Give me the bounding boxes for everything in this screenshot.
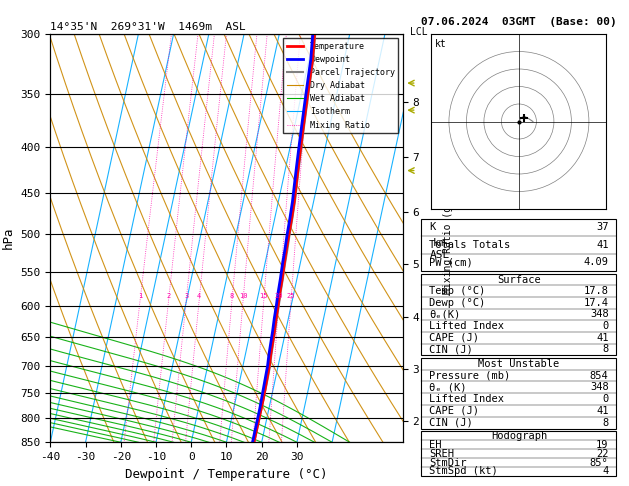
Text: 37: 37 <box>596 223 609 232</box>
X-axis label: Dewpoint / Temperature (°C): Dewpoint / Temperature (°C) <box>125 468 328 481</box>
Text: Totals Totals: Totals Totals <box>429 240 511 250</box>
Text: kt: kt <box>435 39 447 49</box>
Text: Lifted Index: Lifted Index <box>429 321 504 331</box>
Text: 15: 15 <box>260 293 268 299</box>
Text: Hodograph: Hodograph <box>491 431 547 441</box>
Text: CIN (J): CIN (J) <box>429 345 473 354</box>
Text: Lifted Index: Lifted Index <box>429 394 504 404</box>
Text: StmSpd (kt): StmSpd (kt) <box>429 467 498 476</box>
Text: 0: 0 <box>603 394 609 404</box>
Text: 14°35'N  269°31'W  1469m  ASL: 14°35'N 269°31'W 1469m ASL <box>50 22 246 32</box>
Text: LCL: LCL <box>409 27 427 37</box>
Text: 41: 41 <box>596 240 609 250</box>
Text: 348: 348 <box>590 382 609 392</box>
Text: Dewp (°C): Dewp (°C) <box>429 298 486 308</box>
Text: 25: 25 <box>287 293 296 299</box>
Text: 41: 41 <box>596 406 609 416</box>
Text: CIN (J): CIN (J) <box>429 418 473 428</box>
Y-axis label: hPa: hPa <box>2 227 15 249</box>
Text: Most Unstable: Most Unstable <box>478 359 560 369</box>
Text: SREH: SREH <box>429 449 454 459</box>
Text: 4: 4 <box>603 467 609 476</box>
Text: Surface: Surface <box>497 275 541 285</box>
Text: θₑ(K): θₑ(K) <box>429 310 460 319</box>
Text: K: K <box>429 223 435 232</box>
Text: 22: 22 <box>596 449 609 459</box>
Text: CAPE (J): CAPE (J) <box>429 406 479 416</box>
Text: 2: 2 <box>167 293 171 299</box>
Text: 3: 3 <box>184 293 189 299</box>
Text: 8: 8 <box>603 418 609 428</box>
Text: CAPE (J): CAPE (J) <box>429 333 479 343</box>
Text: 348: 348 <box>590 310 609 319</box>
Text: 41: 41 <box>596 333 609 343</box>
Text: 0: 0 <box>603 321 609 331</box>
Text: 4: 4 <box>197 293 201 299</box>
Text: EH: EH <box>429 440 442 450</box>
Text: 85°: 85° <box>590 457 609 468</box>
Text: StmDir: StmDir <box>429 457 467 468</box>
Text: Mixing Ratio (g/kg): Mixing Ratio (g/kg) <box>443 182 454 294</box>
Text: 4.09: 4.09 <box>584 258 609 267</box>
Text: 17.4: 17.4 <box>584 298 609 308</box>
Text: Pressure (mb): Pressure (mb) <box>429 370 511 381</box>
Text: 19: 19 <box>596 440 609 450</box>
Text: 17.8: 17.8 <box>584 286 609 296</box>
Text: 8: 8 <box>603 345 609 354</box>
Legend: Temperature, Dewpoint, Parcel Trajectory, Dry Adiabat, Wet Adiabat, Isotherm, Mi: Temperature, Dewpoint, Parcel Trajectory… <box>284 38 398 133</box>
Y-axis label: km
ASL: km ASL <box>430 238 450 260</box>
Text: 10: 10 <box>239 293 247 299</box>
Text: 07.06.2024  03GMT  (Base: 00): 07.06.2024 03GMT (Base: 00) <box>421 17 617 27</box>
Text: θₑ (K): θₑ (K) <box>429 382 467 392</box>
Text: 854: 854 <box>590 370 609 381</box>
Text: 1: 1 <box>138 293 142 299</box>
Text: 8: 8 <box>230 293 234 299</box>
Text: Temp (°C): Temp (°C) <box>429 286 486 296</box>
Text: 20: 20 <box>275 293 283 299</box>
Text: PW (cm): PW (cm) <box>429 258 473 267</box>
